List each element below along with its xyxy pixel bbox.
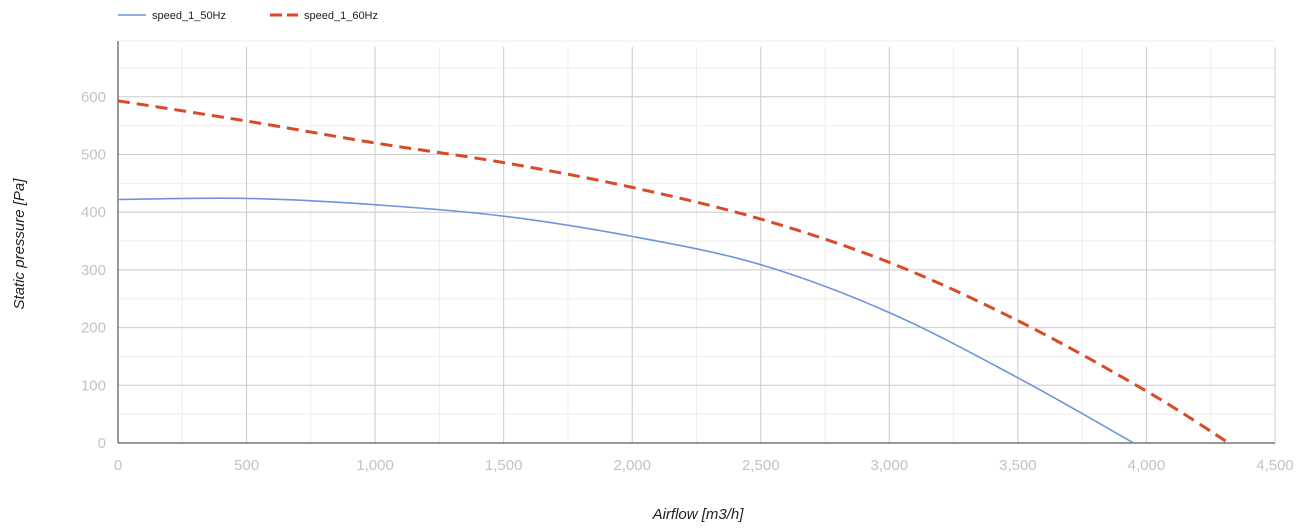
y-axis-title: Static pressure [Pa]: [11, 178, 28, 310]
x-tick-label: 1,500: [485, 457, 523, 474]
y-tick-label: 300: [81, 262, 106, 279]
major-gridlines: [118, 47, 1276, 443]
y-tick-label: 400: [81, 204, 106, 221]
legend-label-1: speed_1_50Hz: [152, 10, 226, 22]
x-tick-label: 2,500: [742, 457, 780, 474]
minor-gridlines: [118, 40, 1275, 443]
x-tick-label: 4,000: [1128, 457, 1166, 474]
x-tick-label: 2,000: [613, 457, 651, 474]
y-tick-label: 600: [81, 89, 106, 106]
series-line-2: [117, 99, 1230, 445]
x-tick-label: 4,500: [1256, 457, 1294, 474]
x-tick-label: 0: [114, 457, 122, 474]
x-tick-labels: 0 500 1,000 1,500 2,000 2,500 3,000 3,500 4,000 4…: [114, 457, 1294, 474]
series-lines: [117, 99, 1230, 445]
legend-label-2: speed_1_60Hz: [304, 10, 378, 22]
x-tick-label: 3,500: [999, 457, 1037, 474]
x-tick-label: 3,000: [871, 457, 909, 474]
x-axis-title: Airflow [m3/h]: [652, 506, 745, 523]
y-tick-labels: 0 100 200 300 400 500 600: [81, 89, 106, 452]
y-tick-label: 0: [98, 435, 106, 452]
y-tick-label: 100: [81, 377, 106, 394]
y-tick-label: 200: [81, 320, 106, 337]
series-line-1: [117, 197, 1134, 444]
x-tick-label: 1,000: [356, 457, 394, 474]
axes: [117, 41, 1275, 444]
y-tick-label: 500: [81, 147, 106, 164]
x-tick-label: 500: [234, 457, 259, 474]
legend: speed_1_50Hz speed_1_60Hz: [118, 10, 378, 22]
